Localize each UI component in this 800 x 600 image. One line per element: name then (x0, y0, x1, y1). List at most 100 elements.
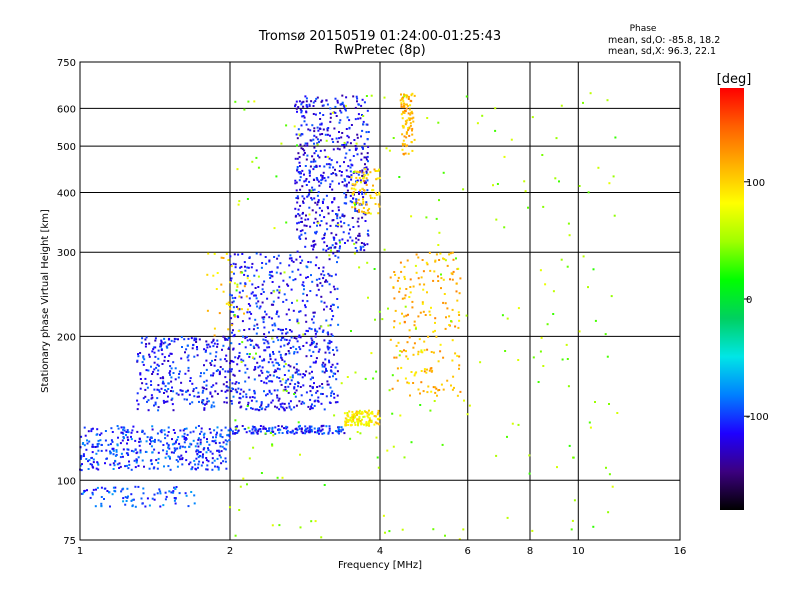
data-point (211, 457, 214, 460)
data-point (237, 307, 240, 310)
data-point (213, 327, 216, 330)
data-point (306, 266, 309, 269)
data-point (326, 133, 329, 136)
colorbar-tick-label: 100 (746, 178, 765, 189)
data-point (251, 262, 254, 265)
data-point (156, 432, 159, 435)
data-point (259, 406, 261, 409)
data-point (193, 339, 196, 342)
data-point (240, 388, 243, 391)
data-point (341, 144, 344, 147)
data-point (311, 407, 314, 410)
data-point (205, 459, 208, 462)
data-point (310, 520, 313, 523)
data-point (152, 467, 155, 470)
data-point (341, 132, 344, 134)
data-point (280, 405, 283, 408)
data-point (318, 277, 321, 280)
data-point (405, 145, 408, 148)
y-tick-label: 300 (57, 248, 76, 259)
data-point (340, 111, 343, 114)
data-point (175, 440, 177, 443)
data-point (362, 176, 365, 179)
data-point (111, 440, 114, 443)
data-point (304, 425, 307, 428)
data-point (355, 95, 358, 98)
data-point (96, 462, 99, 465)
data-point (350, 423, 353, 426)
data-point (359, 245, 362, 248)
data-point (370, 419, 373, 422)
data-point (282, 279, 285, 282)
data-point (314, 201, 317, 204)
data-point (391, 387, 394, 390)
data-point (218, 451, 221, 454)
data-point (298, 179, 301, 182)
data-point (302, 345, 305, 347)
data-point (96, 428, 99, 431)
data-point (194, 463, 197, 466)
data-point (328, 274, 331, 277)
data-point (378, 191, 381, 194)
data-point (117, 436, 119, 439)
data-point (614, 136, 617, 139)
data-point (160, 349, 163, 351)
data-point (344, 179, 347, 182)
data-point (244, 265, 246, 268)
data-point (269, 271, 272, 274)
data-point (157, 389, 160, 392)
data-point (309, 261, 312, 264)
data-point (247, 100, 250, 103)
data-point (435, 335, 438, 338)
data-point (263, 359, 266, 362)
data-point (193, 494, 196, 497)
data-point (277, 296, 280, 299)
data-point (305, 276, 308, 279)
data-point (234, 263, 237, 266)
data-point (358, 409, 361, 412)
data-point (343, 432, 346, 435)
data-point (304, 218, 307, 221)
data-point (161, 353, 164, 356)
data-point (297, 221, 300, 224)
data-point (316, 194, 319, 197)
data-point (328, 375, 331, 378)
data-point (319, 139, 322, 142)
data-point (322, 270, 325, 273)
data-point (171, 438, 173, 441)
data-point (164, 498, 167, 501)
data-point (373, 268, 376, 270)
data-point (310, 189, 313, 192)
data-point (415, 253, 418, 256)
data-point (216, 426, 219, 429)
data-point (265, 313, 268, 316)
data-point (356, 136, 359, 139)
data-point (297, 128, 300, 131)
data-point (316, 429, 319, 432)
data-point (297, 106, 300, 109)
data-point (309, 129, 312, 132)
data-point (314, 361, 317, 364)
data-point (181, 458, 184, 461)
data-point (256, 361, 259, 364)
data-point (321, 393, 324, 395)
data-point (362, 200, 365, 203)
data-point (230, 342, 233, 345)
data-point (238, 369, 241, 372)
data-point (233, 253, 236, 256)
data-point (319, 118, 322, 120)
data-point (504, 350, 507, 352)
data-point (315, 357, 318, 360)
data-point (301, 376, 304, 379)
data-point (339, 216, 342, 219)
data-point (171, 443, 174, 446)
data-point (131, 498, 134, 501)
data-point (95, 452, 98, 455)
data-point (312, 101, 315, 104)
data-point (312, 168, 315, 171)
data-point (336, 217, 339, 220)
data-point (310, 407, 313, 410)
data-point (406, 357, 409, 360)
data-point (333, 353, 335, 356)
data-point (362, 245, 365, 248)
